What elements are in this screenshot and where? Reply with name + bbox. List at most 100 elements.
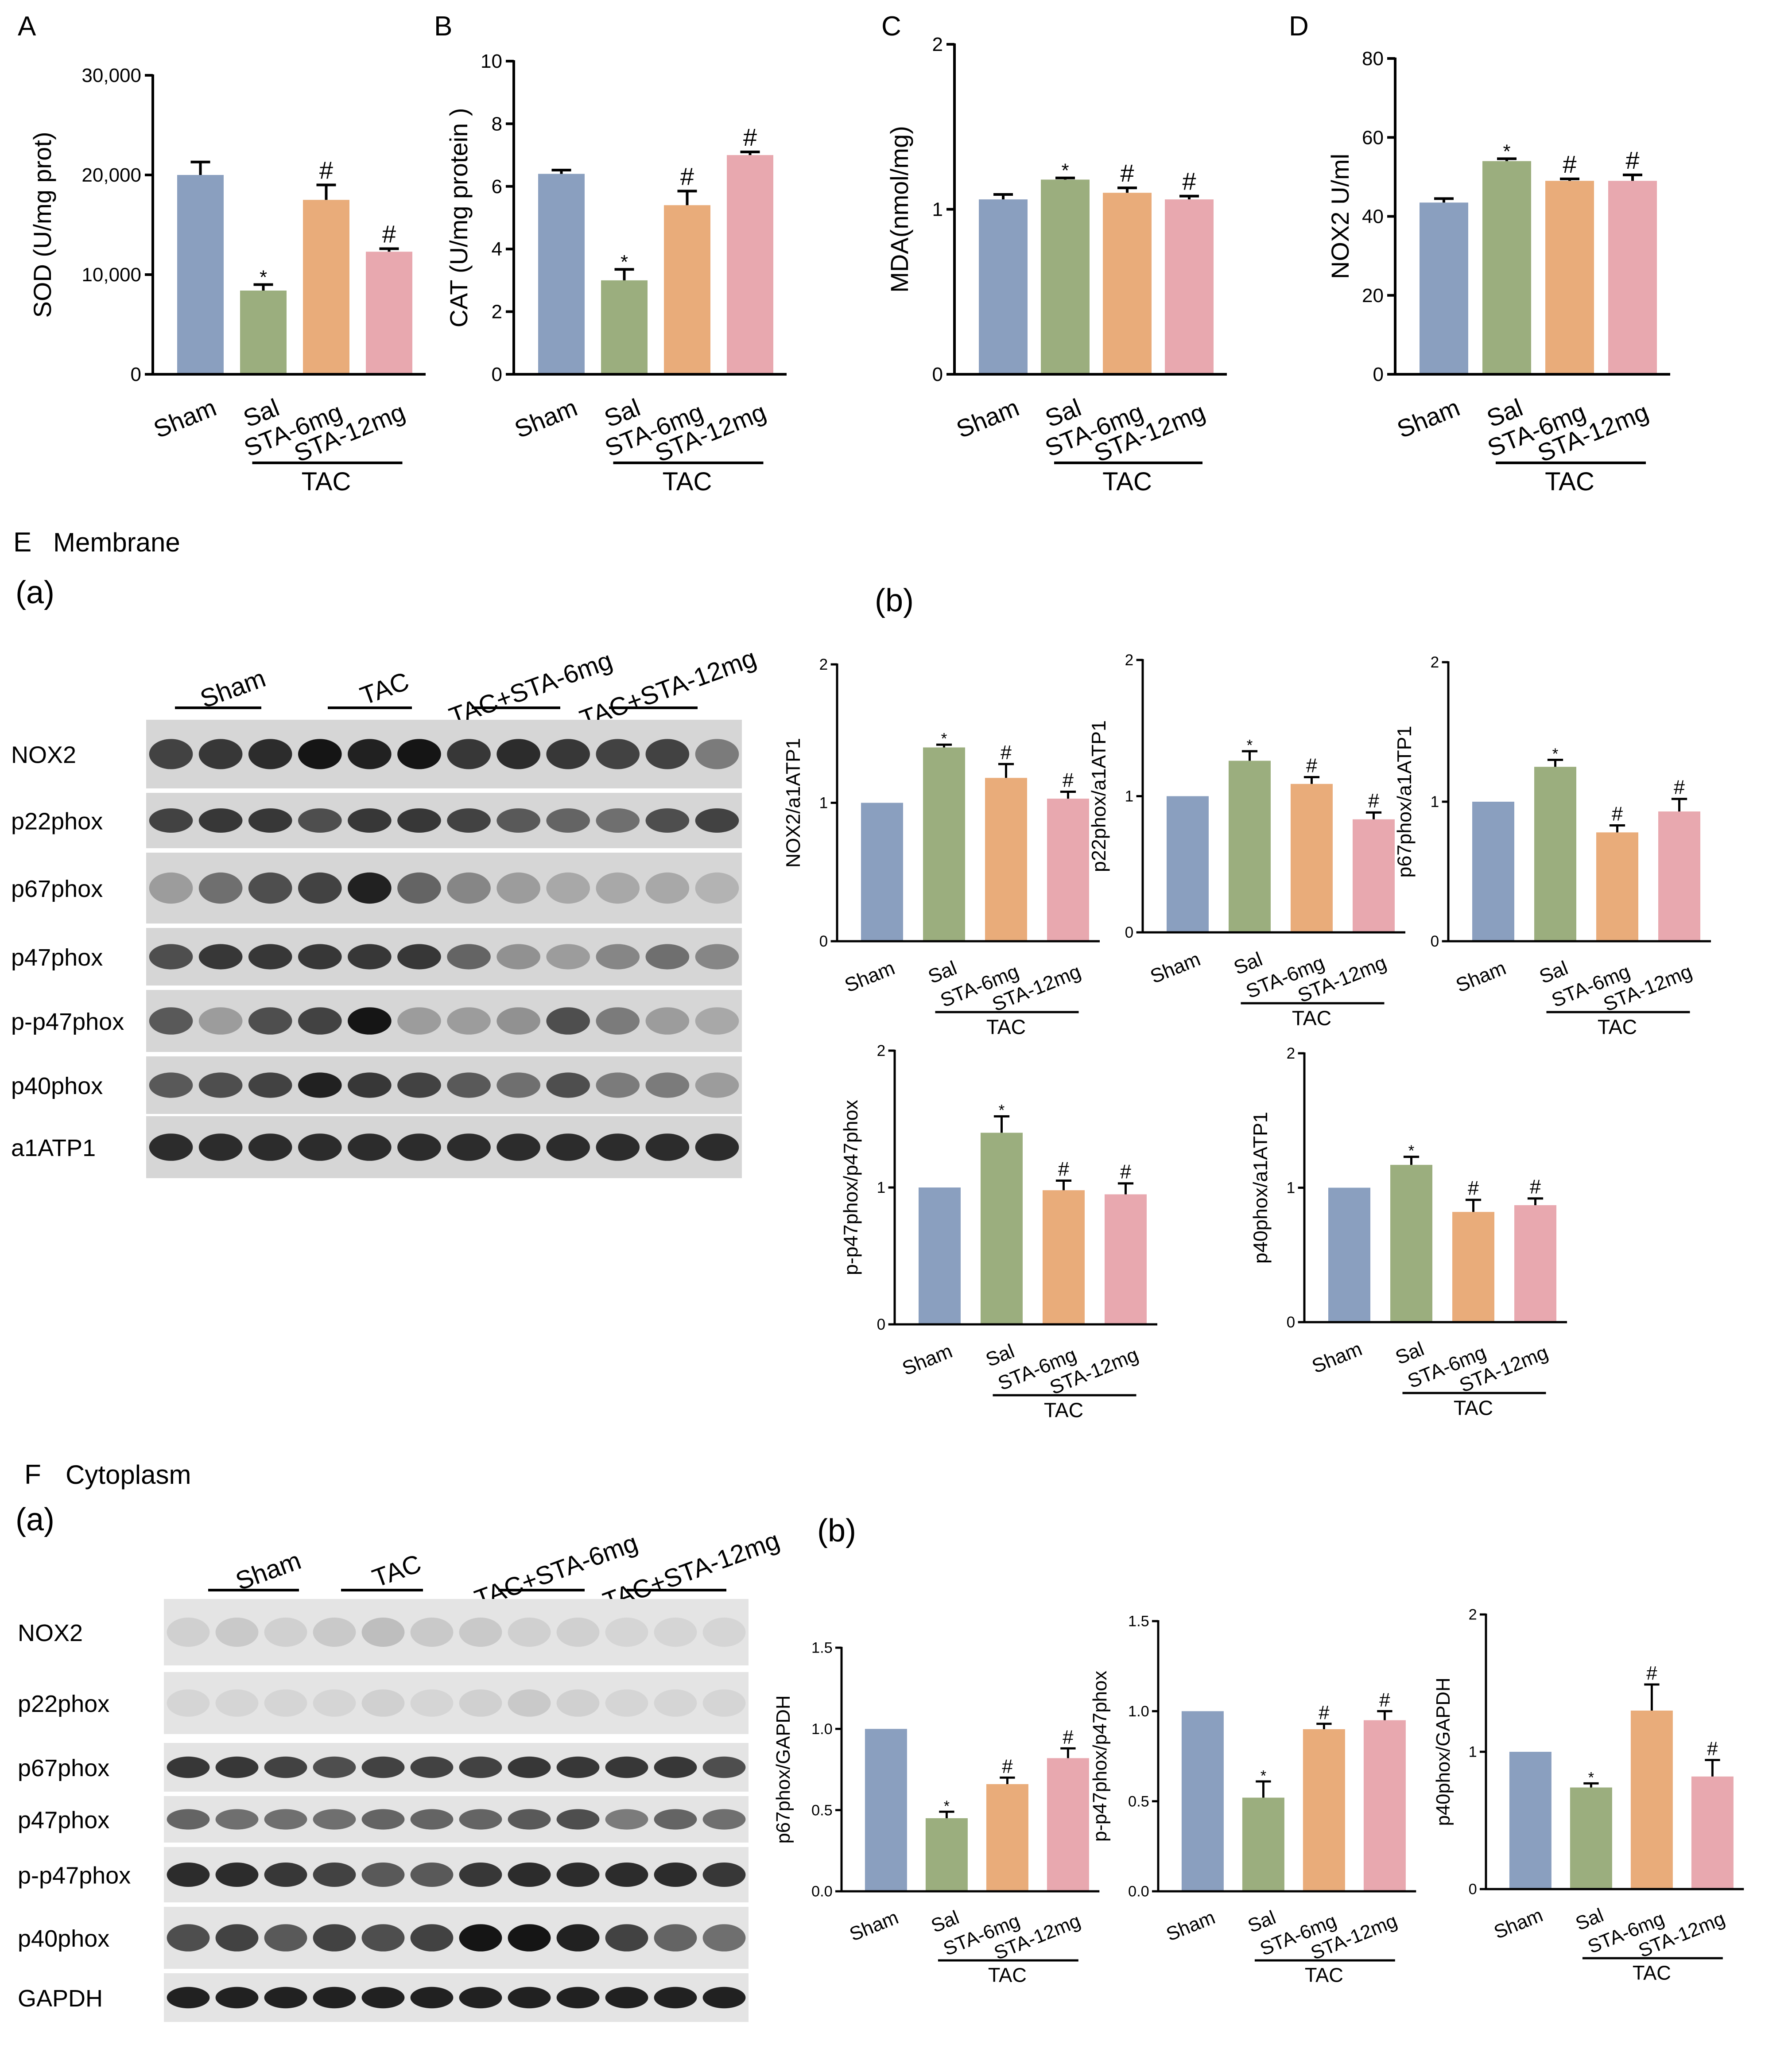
y-tick-label: 1.0	[1128, 1703, 1149, 1720]
bar-Sal	[1242, 1797, 1284, 1891]
x-tick-label: Sal	[928, 1906, 962, 1937]
blot-band	[149, 1007, 193, 1035]
bar-STA-6mg	[1630, 1711, 1673, 1889]
blot-band	[605, 1924, 648, 1952]
y-tick-label: 0.5	[1128, 1793, 1149, 1810]
blot-band	[215, 1756, 259, 1778]
blot-band	[313, 1756, 356, 1778]
blot-band	[702, 1618, 746, 1647]
y-tick-label: 2	[877, 1042, 886, 1059]
group-bracket-label: TAC	[1545, 467, 1594, 496]
significance-mark: *	[1408, 1142, 1415, 1160]
y-tick-label: 0	[1125, 924, 1134, 941]
blot-band	[298, 739, 342, 769]
blot-band	[695, 1007, 739, 1035]
blot-strip	[146, 853, 742, 924]
blot-band	[410, 1863, 454, 1887]
y-tick-label: 0	[131, 364, 141, 385]
y-tick-label: 0	[877, 1316, 886, 1333]
blot-row-label: GAPDH	[18, 1985, 103, 2012]
blot-band	[546, 872, 590, 904]
significance-mark: *	[1503, 140, 1510, 162]
significance-mark: *	[1061, 160, 1069, 182]
bar-STA-12mg	[1658, 811, 1700, 941]
blot-band	[556, 1689, 600, 1717]
blot-band	[546, 808, 590, 833]
x-tick-label: Sham	[1163, 1906, 1218, 1945]
blot-band	[496, 808, 540, 833]
blot-band	[298, 944, 342, 970]
panel-label: D	[1289, 11, 1309, 42]
blot-band	[348, 872, 392, 904]
blot-band	[508, 1863, 551, 1887]
y-axis-label: p40phox/GAPDH	[1432, 1677, 1454, 1826]
y-tick-label: 4	[492, 238, 502, 260]
blot-band	[298, 1072, 342, 1098]
bar-STA-6mg	[1103, 193, 1152, 374]
y-tick-label: 1.0	[811, 1721, 833, 1738]
significance-mark: *	[1261, 1767, 1266, 1784]
significance-mark: #	[1001, 741, 1012, 764]
y-axis-label: p40phox/a1ATP1	[1249, 1112, 1272, 1264]
bar-STA-12mg	[1047, 1758, 1089, 1891]
y-tick-label: 2	[1431, 654, 1439, 671]
blot-band	[167, 1756, 210, 1778]
blot-band	[167, 1618, 210, 1647]
group-bracket-label: TAC	[1305, 1964, 1343, 1986]
y-tick-label: 2	[1125, 652, 1134, 669]
blot-band	[702, 1756, 746, 1778]
blot-band	[596, 739, 640, 769]
significance-mark: #	[1002, 1755, 1013, 1777]
blot-band	[215, 1924, 259, 1952]
blot-band	[596, 1007, 640, 1035]
blot-band	[361, 1618, 405, 1647]
y-tick-label: 2	[1287, 1045, 1296, 1062]
blot-band	[695, 1072, 739, 1098]
y-axis-label: SOD (U/mg prot)	[28, 132, 56, 318]
blot-row-label: p40phox	[18, 1925, 109, 1952]
blot-band	[645, 1072, 690, 1098]
blot-band	[654, 1863, 697, 1887]
blot-band	[313, 1809, 356, 1830]
section-f-sub-b: (b)	[817, 1513, 856, 1548]
y-tick-label: 10,000	[81, 264, 141, 286]
blot-band	[508, 1689, 551, 1717]
bar-Sal	[981, 1133, 1023, 1324]
blot-band	[496, 872, 540, 904]
x-tick-label: Sham	[1147, 948, 1203, 988]
y-axis-label: NOX2 U/ml	[1326, 154, 1354, 279]
y-tick-label: 0	[1287, 1314, 1296, 1331]
y-tick-label: 0.5	[811, 1802, 833, 1819]
y-tick-label: 2	[1469, 1607, 1477, 1623]
blot-band	[695, 1133, 739, 1161]
y-tick-label: 1	[1125, 788, 1134, 805]
blot-cytoplasm: Sham TAC TAC+STA-6mgTAC+STA-12mgNOX2p22pho…	[18, 1526, 784, 2022]
blot-strip	[164, 1973, 749, 2022]
bar-Sham	[1420, 202, 1468, 374]
x-tick-label: Sal	[1230, 948, 1265, 979]
y-axis-label: p-p47phox/p47phox	[840, 1100, 862, 1275]
blot-band	[546, 739, 590, 769]
group-bracket-label: TAC	[1633, 1961, 1671, 1984]
blot-band	[264, 1809, 307, 1830]
blot-band	[361, 1924, 405, 1952]
blot-band	[447, 872, 491, 904]
blot-group-label: TAC	[368, 1549, 425, 1593]
blot-band	[198, 739, 243, 769]
blot-band	[556, 1863, 600, 1887]
section-e-title: Membrane	[53, 528, 180, 557]
blot-band	[264, 1756, 307, 1778]
bar-Sal	[1482, 161, 1531, 374]
blot-group-label: Sham	[232, 1546, 305, 1596]
x-tick-label: Sal	[982, 1340, 1017, 1371]
blot-band	[198, 1133, 243, 1161]
blot-band	[248, 808, 292, 833]
blot-band	[215, 1689, 259, 1717]
significance-mark: #	[1674, 776, 1685, 799]
blot-band	[313, 1924, 356, 1952]
blot-band	[605, 1863, 648, 1887]
y-tick-label: 0	[492, 364, 502, 385]
y-tick-label: 0.0	[1128, 1883, 1149, 1900]
significance-mark: #	[1368, 790, 1379, 812]
blot-band	[654, 1987, 697, 2009]
